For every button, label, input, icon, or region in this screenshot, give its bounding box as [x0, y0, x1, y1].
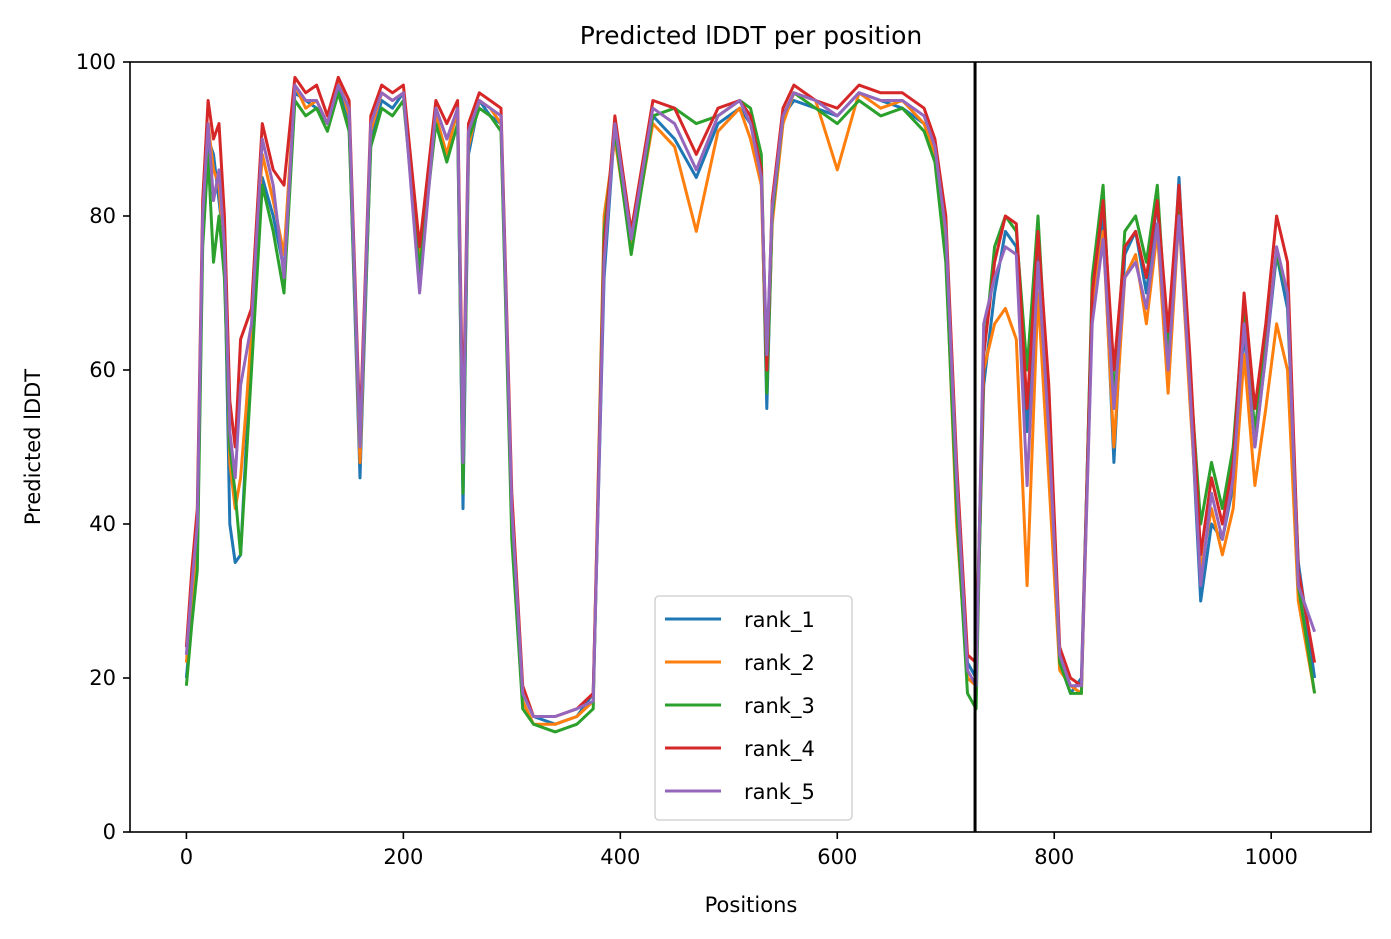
x-tick-label: 200 — [383, 845, 423, 869]
legend: rank_1 rank_2 rank_3 rank_4 rank_5 — [654, 595, 853, 821]
y-tick-label: 100 — [76, 50, 116, 74]
x-tick-label: 600 — [817, 845, 857, 869]
x-tick-label: 1000 — [1244, 845, 1297, 869]
x-tick-label: 800 — [1034, 845, 1074, 869]
chart-title: Predicted lDDT per position — [580, 21, 922, 50]
series-line-rank_4 — [184, 75, 1317, 718]
series-layer — [184, 75, 1317, 734]
legend-label-rank_2: rank_2 — [744, 651, 815, 676]
y-axis-label: Predicted lDDT — [21, 369, 45, 525]
y-tick-label: 40 — [89, 512, 116, 536]
legend-label-rank_5: rank_5 — [744, 780, 815, 805]
plot-area — [129, 61, 1372, 833]
series-line-rank_5 — [184, 83, 1317, 718]
legend-items: rank_1 rank_2 rank_3 rank_4 rank_5 — [665, 608, 815, 805]
x-tick-label: 400 — [600, 845, 640, 869]
legend-box — [654, 595, 853, 821]
legend-label-rank_4: rank_4 — [744, 737, 815, 762]
x-axis-label: Positions — [705, 893, 798, 917]
plot-frame — [129, 61, 1372, 833]
y-axis-ticks: 0 20 40 60 80 100 — [76, 50, 130, 844]
x-tick-label: 0 — [180, 845, 193, 869]
y-tick-label: 60 — [89, 358, 116, 382]
legend-label-rank_3: rank_3 — [744, 694, 815, 719]
y-tick-label: 0 — [103, 820, 116, 844]
y-tick-label: 20 — [89, 666, 116, 690]
legend-label-rank_1: rank_1 — [744, 608, 815, 633]
y-tick-label: 80 — [89, 204, 116, 228]
x-axis-ticks: 0 200 400 600 800 1000 — [180, 832, 1298, 869]
